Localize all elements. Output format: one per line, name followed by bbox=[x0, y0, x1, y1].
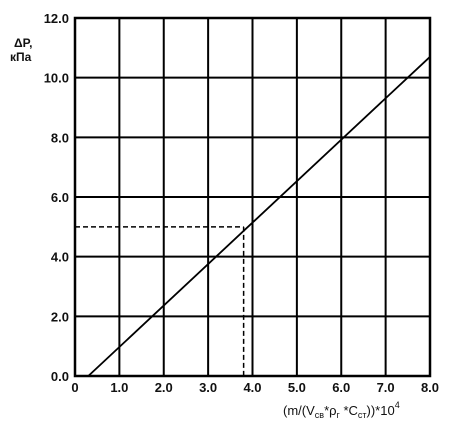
grid-lines bbox=[74, 17, 431, 377]
x-tick-label-4: 4.0 bbox=[243, 380, 261, 395]
y-tick-label-4: 8.0 bbox=[51, 130, 69, 145]
x-axis-label: (m/(Vсв*ρг *Cст))*104 bbox=[283, 400, 400, 420]
reference-lines bbox=[75, 226, 245, 376]
series-line-0 bbox=[87, 56, 431, 377]
x-tick-label-6: 6.0 bbox=[332, 380, 350, 395]
x-tick-label-0: 0 bbox=[71, 380, 78, 395]
y-tick-label-6: 12.0 bbox=[44, 11, 69, 26]
series-layer bbox=[87, 56, 431, 377]
y-axis-label-symbol: ΔP, bbox=[14, 36, 32, 50]
plot-border bbox=[73, 16, 432, 378]
x-tick-label-5: 5.0 bbox=[288, 380, 306, 395]
x-tick-label-1: 1.0 bbox=[110, 380, 128, 395]
y-tick-label-1: 2.0 bbox=[51, 309, 69, 324]
y-tick-label-5: 10.0 bbox=[44, 71, 69, 86]
x-tick-labels: 0 1.0 2.0 3.0 4.0 5.0 6.0 7.0 8.0 bbox=[71, 380, 439, 395]
plot-frame bbox=[73, 16, 432, 378]
y-tick-label-0: 0.0 bbox=[51, 369, 69, 384]
y-axis-label-unit: кПа bbox=[10, 50, 32, 64]
x-tick-label-8: 8.0 bbox=[421, 380, 439, 395]
y-axis-label: ΔP, кПа bbox=[10, 36, 36, 64]
x-tick-label-3: 3.0 bbox=[199, 380, 217, 395]
y-tick-label-3: 6.0 bbox=[51, 190, 69, 205]
x-tick-label-2: 2.0 bbox=[155, 380, 173, 395]
y-tick-label-2: 4.0 bbox=[51, 250, 69, 265]
x-tick-label-7: 7.0 bbox=[377, 380, 395, 395]
y-tick-labels: 0.0 2.0 4.0 6.0 8.0 10.0 12.0 bbox=[44, 11, 69, 384]
